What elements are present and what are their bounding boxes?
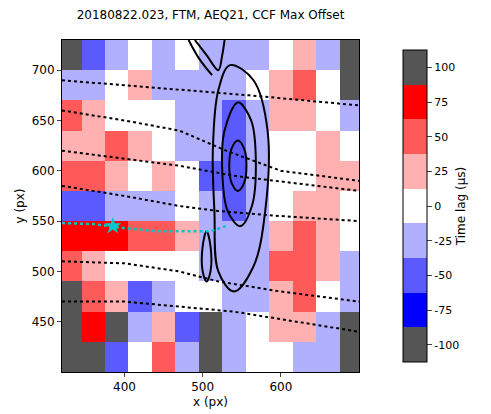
svg-text:x (px): x (px) [193,395,228,409]
svg-text:0: 0 [434,200,441,213]
svg-text:450: 450 [32,315,55,329]
svg-text:20180822.023, FTM, AEQ21, CCF: 20180822.023, FTM, AEQ21, CCF Max Offset [77,8,345,22]
svg-text:25: 25 [434,165,448,178]
svg-text:650: 650 [32,114,55,128]
svg-text:700: 700 [32,63,55,77]
svg-text:50: 50 [434,131,448,144]
svg-text:550: 550 [32,214,55,228]
svg-text:500: 500 [32,265,55,279]
svg-text:-100: -100 [434,339,459,352]
svg-text:Time lag (μs): Time lag (μs) [454,167,468,247]
svg-text:-50: -50 [434,269,452,282]
svg-text:-25: -25 [434,235,452,248]
svg-text:600: 600 [269,380,292,394]
svg-text:600: 600 [32,164,55,178]
svg-text:y (px): y (px) [13,189,27,224]
svg-text:-75: -75 [434,304,452,317]
svg-text:100: 100 [434,61,455,74]
svg-text:75: 75 [434,96,448,109]
svg-text:400: 400 [113,380,136,394]
svg-text:500: 500 [191,380,214,394]
